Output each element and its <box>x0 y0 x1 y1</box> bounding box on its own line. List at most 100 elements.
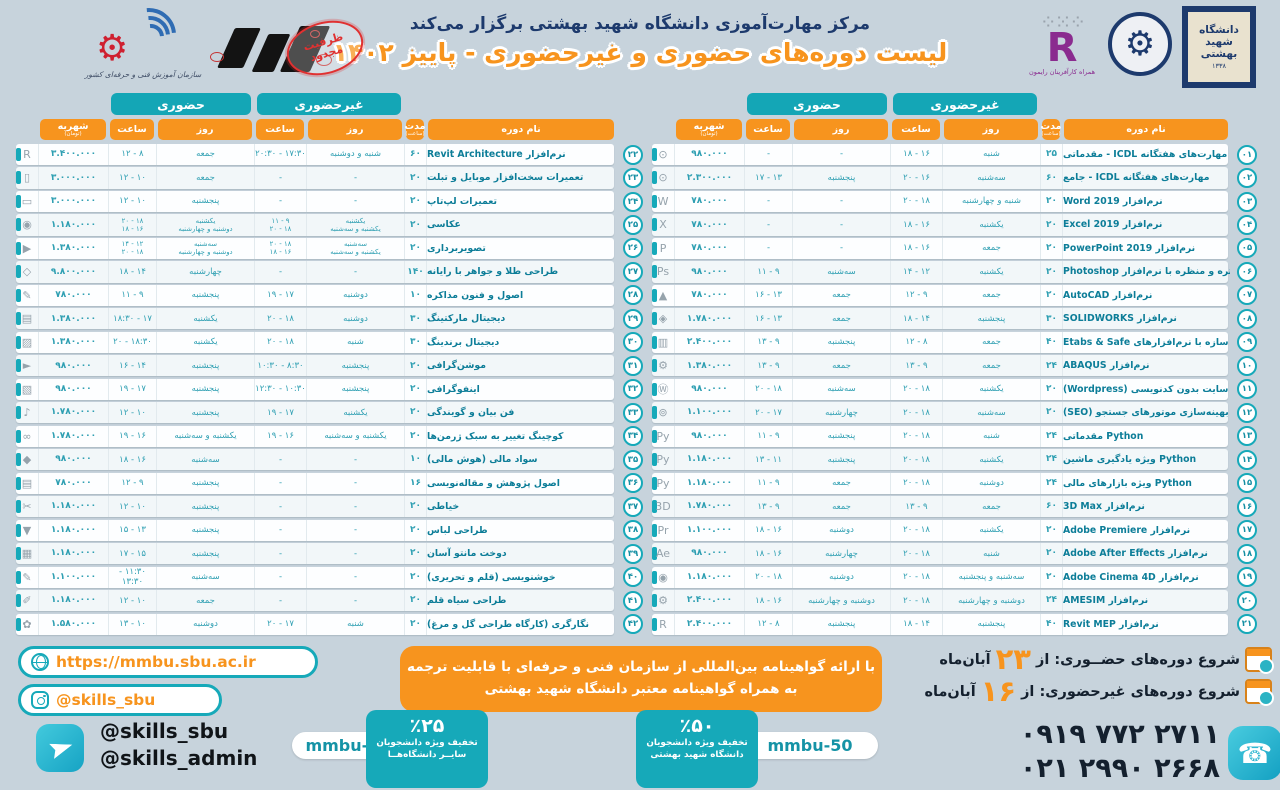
course-icon: 3D <box>655 500 671 514</box>
online-hours-cell: - <box>254 496 306 518</box>
course-row: ⚙ ۱.۳۸۰.۰۰۰ ۹ - ۱۳ جمعه ۹ - ۱۳ جمعه ۲۴ ن… <box>652 355 1264 377</box>
course-name: خیاطی <box>426 496 616 518</box>
course-number-badge: ۴۱ <box>623 590 643 611</box>
partner-calligraphy-logo <box>210 24 332 76</box>
online-hours-cell: - <box>254 519 306 541</box>
website-url: https://mmbu.sbu.ac.ir <box>56 653 256 671</box>
inperson-day-cell: سه‌شنبه دوشنبه و چهارشنبه <box>156 237 254 260</box>
inperson-hours-cell: ۹ - ۱۳ <box>744 331 792 353</box>
course-row: ▤ ۷۸۰.۰۰۰ ۹ - ۱۲ پنجشنبه - - ۱۶ اصول پژو… <box>16 472 650 494</box>
inperson-day-cell: جمعه <box>156 167 254 189</box>
gear-icon: ⚙ <box>1124 24 1156 64</box>
course-name: Python مقدماتی <box>1062 425 1230 447</box>
duration-cell: ۲۰ <box>404 214 426 236</box>
tuition-cell: ۹۸۰.۰۰۰ <box>38 355 108 377</box>
start-inperson-day: ۲۳ <box>995 642 1032 676</box>
course-number-badge: ۳۶ <box>623 473 643 494</box>
course-number-badge: ۱۲ <box>1237 402 1257 423</box>
inperson-day-cell: پنجشنبه <box>156 284 254 306</box>
tuition-cell: ۱.۱۸۰.۰۰۰ <box>674 566 744 588</box>
inperson-day-cell: جمعه <box>792 284 890 306</box>
tuition-cell: ۱.۳۸۰.۰۰۰ <box>38 308 108 330</box>
course-name: نرم‌افزار Adobe Premiere <box>1062 519 1230 541</box>
inperson-day-cell: جمعه <box>792 308 890 330</box>
tuition-cell: ۱.۱۸۰.۰۰۰ <box>674 449 744 471</box>
tuition-cell: ۱.۷۸۰.۰۰۰ <box>674 496 744 518</box>
tuition-cell: ۳.۰۰۰.۰۰۰ <box>38 167 108 189</box>
inperson-day-cell: دوشنبه <box>792 566 890 588</box>
duration-cell: ۲۴ <box>1040 449 1062 471</box>
course-row: ▤ ۱.۳۸۰.۰۰۰ ۱۷ - ۱۸:۳۰ یکشنبه ۱۸ - ۲۰ دو… <box>16 308 650 330</box>
tuition-cell: ۲.۴۰۰.۰۰۰ <box>674 590 744 612</box>
online-day-cell: دوشنبه <box>306 308 404 330</box>
column-header-day: روز <box>308 119 402 140</box>
course-name: نرم‌افزار SOLIDWORKS <box>1062 308 1230 330</box>
course-row: ✿ ۱.۵۸۰.۰۰۰ ۱۰ - ۱۳ دوشنبه ۱۷ - ۲۰ شنبه … <box>16 613 650 635</box>
online-day-cell: جمعه <box>942 331 1040 353</box>
course-icon: ∞ <box>22 429 32 443</box>
inperson-day-cell: - <box>792 214 890 236</box>
online-hours-cell: - <box>254 472 306 494</box>
online-hours-cell: ۱۶ - ۱۸ <box>890 214 942 236</box>
course-name: دیجیتال برندینگ <box>426 331 616 353</box>
online-hours-cell: ۱۶ - ۱۹ <box>254 425 306 447</box>
online-day-cell: - <box>306 543 404 565</box>
duration-cell: ۲۰ <box>404 566 426 588</box>
course-row: ▧ ۹۸۰.۰۰۰ ۱۷ - ۱۹ پنجشنبه ۱۰:۳۰ - ۱۲:۳۰ … <box>16 378 650 401</box>
course-number-badge: ۱۷ <box>1237 520 1257 541</box>
duration-cell: ۲۰ <box>404 402 426 424</box>
sbu-logo-year: ۱۳۳۸ <box>1212 62 1226 71</box>
tuition-cell: ۹۸۰.۰۰۰ <box>38 378 108 400</box>
inperson-day-cell: جمعه <box>792 355 890 377</box>
online-day-cell: - <box>306 519 404 541</box>
course-row: ◆ ۹۸۰.۰۰۰ ۱۶ - ۱۸ سه‌شنبه - - ۱۰ سواد ما… <box>16 449 650 471</box>
course-icon: ▥ <box>657 335 669 349</box>
tuition-cell: ۱.۱۸۰.۰۰۰ <box>38 519 108 541</box>
course-row: Ae ۹۸۰.۰۰۰ ۱۶ - ۱۸ چهارشنبه ۱۸ - ۲۰ شنبه… <box>652 543 1264 565</box>
inperson-day-cell: جمعه <box>792 496 890 518</box>
online-day-cell: یکشنبه <box>306 402 404 424</box>
course-row: ✂ ۱.۱۸۰.۰۰۰ ۱۰ - ۱۲ پنجشنبه - - ۲۰ خیاطی… <box>16 496 650 518</box>
course-name: طراحی سازه با نرم‌افزارهای Etabs & Safe <box>1062 331 1230 353</box>
online-day-cell: سه‌شنبه و پنجشنبه <box>942 566 1040 588</box>
course-number-badge: ۰۲ <box>1237 168 1257 189</box>
course-name: ادیت پرتره و منظره با نرم‌افزار Photosho… <box>1062 261 1230 283</box>
poster-title: لیست دوره‌های حضوری و غیرحضوری - پاییز ۱… <box>332 38 948 67</box>
phone-icon: ☎ <box>1228 726 1280 780</box>
online-day-cell: دوشنبه <box>306 284 404 306</box>
online-hours-cell: ۱۸ - ۲۰ <box>890 543 942 565</box>
tuition-cell: ۹۸۰.۰۰۰ <box>674 543 744 565</box>
course-number-badge: ۱۸ <box>1237 543 1257 564</box>
discount-percent: ٪۲۵ <box>409 715 445 737</box>
course-name: Python ویژه بازارهای مالی <box>1062 472 1230 494</box>
column-header-hours: ساعت <box>110 119 154 140</box>
tuition-cell: ۱.۱۰۰.۰۰۰ <box>674 519 744 541</box>
course-row: ⊙ ۲.۳۰۰.۰۰۰ ۱۳ - ۱۷ پنجشنبه ۱۶ - ۲۰ سه‌ش… <box>652 167 1264 189</box>
duration-cell: ۲۰ <box>1040 190 1062 213</box>
course-name: کوچینگ تغییر به سبک ژرمن‌ها <box>426 425 616 447</box>
course-number-badge: ۰۹ <box>1237 332 1257 353</box>
online-day-cell: - <box>306 590 404 612</box>
duration-cell: ۱۴۰ <box>404 261 426 283</box>
inperson-hours-cell: ۱۴ - ۱۶ <box>108 355 156 377</box>
column-header-tuition: شهریه (تومان) <box>676 119 742 140</box>
inperson-day-cell: پنجشنبه <box>156 190 254 213</box>
online-day-cell: یکشنبه یکشنبه و سه‌شنبه <box>306 214 404 236</box>
online-day-cell: جمعه <box>942 496 1040 518</box>
online-hours-cell: ۱۸ - ۲۰ <box>254 331 306 353</box>
online-day-cell: شنبه <box>942 425 1040 447</box>
online-hours-cell: ۱۷:۳۰ - ۲۰:۳۰ <box>254 144 306 166</box>
inperson-day-cell: دوشنبه و چهارشنبه <box>792 590 890 612</box>
inperson-day-cell: - <box>792 237 890 260</box>
course-number-badge: ۳۸ <box>623 520 643 541</box>
duration-cell: ۴۰ <box>1040 613 1062 635</box>
inperson-day-cell: یکشنبه <box>156 331 254 353</box>
inperson-day-cell: دوشنبه <box>156 613 254 635</box>
course-row: Ps ۹۸۰.۰۰۰ ۹ - ۱۱ سه‌شنبه ۱۲ - ۱۴ یکشنبه… <box>652 261 1264 283</box>
inperson-day-cell: جمعه <box>156 590 254 612</box>
course-number-badge: ۱۰ <box>1237 355 1257 376</box>
tuition-cell: ۱.۱۰۰.۰۰۰ <box>674 402 744 424</box>
inperson-hours-cell: ۹ - ۱۱ <box>744 472 792 494</box>
inperson-hours-cell: ۱۶ - ۱۸ <box>744 519 792 541</box>
